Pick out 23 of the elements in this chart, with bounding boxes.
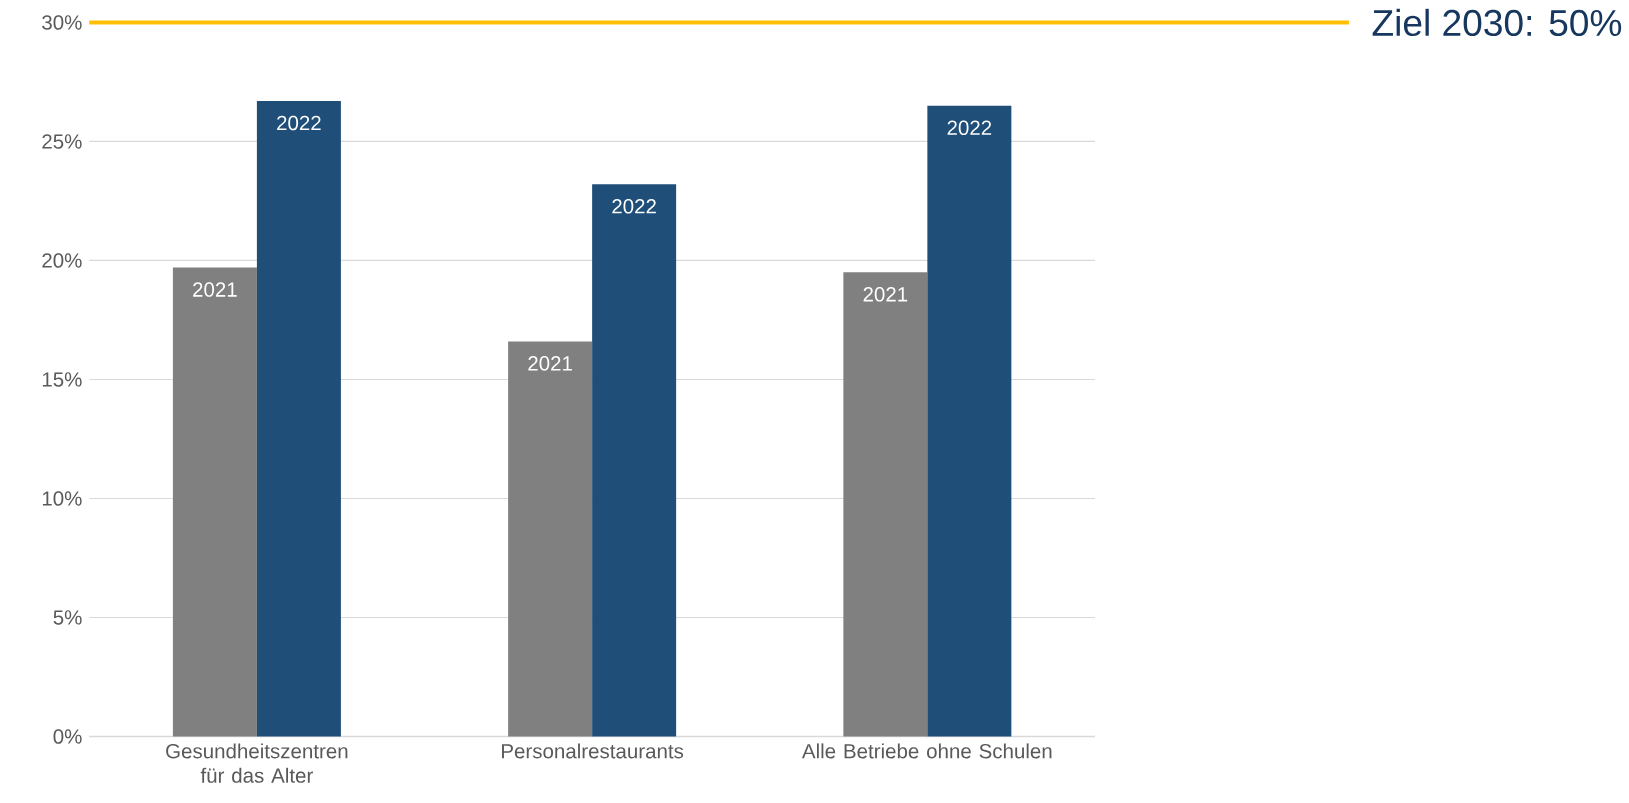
x-tick-label: Personalrestaurants xyxy=(502,743,684,759)
text: 2022 xyxy=(947,120,992,136)
bar xyxy=(843,272,928,737)
y-tick-label: 20% xyxy=(42,253,82,268)
text: 2021 xyxy=(528,356,572,371)
series-label: 2022 xyxy=(277,115,321,131)
y-tick-label: 0% xyxy=(53,729,82,744)
bar xyxy=(508,341,593,737)
bar xyxy=(172,267,257,737)
y-tick-label: 15% xyxy=(42,372,82,387)
bar xyxy=(592,184,677,737)
y-tick-label: 10% xyxy=(42,491,82,506)
bar xyxy=(927,105,1012,737)
y-tick-label: 25% xyxy=(42,134,82,149)
series-label: 2021 xyxy=(863,287,908,302)
y-tick-label: 30% xyxy=(42,15,82,30)
x-tick-label: Gesundheitszentren für das Alter xyxy=(166,743,348,783)
y-tick-label: 5% xyxy=(53,610,82,625)
text: Ziel 2030: 50% xyxy=(1372,8,1622,37)
text: 2022 xyxy=(612,199,656,214)
bar xyxy=(256,101,341,737)
text: 2021 xyxy=(193,282,237,297)
x-tick-label: Alle Betriebe ohne Schulen xyxy=(801,743,1052,759)
